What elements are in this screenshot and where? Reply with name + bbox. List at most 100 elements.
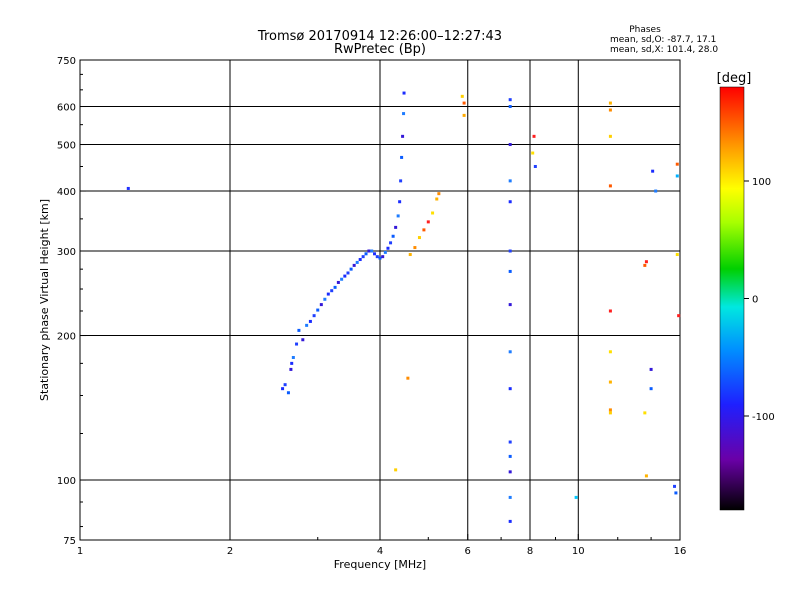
x-tick-label: 4 (377, 546, 383, 557)
y-tick-label: 200 (57, 332, 76, 343)
colorbar-tick-label: 100 (752, 177, 771, 188)
o-trace-point (401, 134, 405, 138)
o-trace-point (394, 225, 398, 229)
o-trace-point (333, 285, 337, 289)
x-trace-point (675, 253, 679, 257)
o-trace-point (343, 274, 347, 278)
o-trace-point (508, 249, 512, 253)
o-trace-point (508, 387, 512, 391)
o-trace-point (323, 297, 327, 301)
o-trace-point (508, 350, 512, 354)
x-trace-point (644, 474, 648, 478)
y-tick-label: 750 (57, 56, 76, 67)
o-trace-point (349, 267, 353, 271)
o-trace-point (508, 143, 512, 147)
o-trace-point (358, 258, 362, 262)
o-trace-point (533, 164, 537, 168)
o-trace-point (649, 387, 653, 391)
o-trace-point (402, 91, 406, 95)
o-trace-point (381, 255, 385, 259)
o-trace-point (340, 277, 344, 281)
o-trace-point (399, 179, 403, 183)
y-tick-label: 600 (57, 103, 76, 114)
o-trace-point (289, 367, 293, 371)
x-trace-point (531, 151, 535, 155)
colorbar-ticks: 100 0 -100 (744, 177, 775, 423)
x-trace-point (608, 134, 612, 138)
x-trace-point (643, 263, 647, 267)
o-trace-point (370, 249, 374, 253)
o-trace-point (312, 314, 316, 318)
o-trace-point (330, 289, 334, 293)
o-trace-point (673, 484, 677, 488)
o-trace-point (508, 303, 512, 307)
gridlines (80, 60, 680, 540)
o-trace-point (373, 252, 377, 256)
chart-title-line2: RwPretec (Bp) (334, 42, 426, 57)
x-trace-point (394, 468, 398, 472)
o-trace-point (326, 292, 330, 296)
o-trace-point (389, 241, 393, 245)
o-trace-point (649, 367, 653, 371)
o-trace-point (281, 387, 285, 391)
o-trace-point (367, 249, 371, 253)
o-trace-point (290, 361, 294, 365)
x-trace-point (532, 134, 536, 138)
y-tick-label: 300 (57, 247, 76, 258)
o-trace-point (319, 303, 323, 307)
colorbar-tick-label: 0 (752, 295, 758, 306)
stats-x-line: mean, sd,X: 101.4, 28.0 (610, 45, 718, 55)
colorbar-tick-label: -100 (752, 412, 775, 423)
x-trace-point (431, 211, 435, 215)
o-trace-point (297, 328, 301, 332)
x-trace-point (460, 94, 464, 98)
o-trace-point (286, 391, 290, 395)
x-trace-point (644, 260, 648, 264)
scattered-point (675, 174, 679, 178)
o-trace-point (508, 470, 512, 474)
o-trace-point (508, 440, 512, 444)
y-tick-label: 75 (63, 536, 76, 547)
o-trace-point (508, 519, 512, 523)
o-trace-point (305, 323, 309, 327)
scattered-point (126, 186, 130, 190)
o-trace-point (316, 308, 320, 312)
o-trace-point (301, 338, 305, 342)
o-trace-point (383, 250, 387, 254)
o-trace-point (508, 269, 512, 273)
o-trace-point (336, 280, 340, 284)
o-trace-point (364, 252, 368, 256)
x-trace-point (426, 220, 430, 224)
o-trace-point (291, 355, 295, 359)
x-trace-point (675, 162, 679, 166)
x-tick-label: 6 (465, 546, 471, 557)
x-tick-label: 2 (227, 546, 233, 557)
x-trace-point (608, 309, 612, 313)
o-trace-point (386, 246, 390, 250)
o-trace-point (674, 491, 678, 495)
data-points (126, 91, 681, 523)
o-trace-point (346, 271, 350, 275)
x-tick-label: 16 (674, 546, 687, 557)
stats-o-line: mean, sd,O: -87.7, 17.1 (610, 35, 716, 45)
o-trace-point (398, 200, 402, 204)
x-trace-point (422, 228, 426, 232)
scattered-point (462, 113, 466, 117)
o-trace-point (651, 169, 655, 173)
x-trace-point (437, 192, 441, 196)
x-trace-point (462, 101, 466, 105)
y-tick-label: 500 (57, 141, 76, 152)
axis-ticks: 1 2 4 6 8 10 16 75 100 200 300 400 500 600 750 (57, 56, 686, 557)
x-trace-point (608, 411, 612, 415)
stats-heading: Phases (629, 25, 661, 35)
x-trace-point (608, 380, 612, 384)
x-trace-point (413, 246, 417, 250)
scattered-point (574, 495, 578, 499)
y-tick-label: 100 (57, 476, 76, 487)
x-trace-point (643, 411, 647, 415)
o-trace-point (402, 112, 406, 116)
o-trace-point (508, 495, 512, 499)
o-trace-point (508, 454, 512, 458)
o-trace-point (295, 342, 299, 346)
